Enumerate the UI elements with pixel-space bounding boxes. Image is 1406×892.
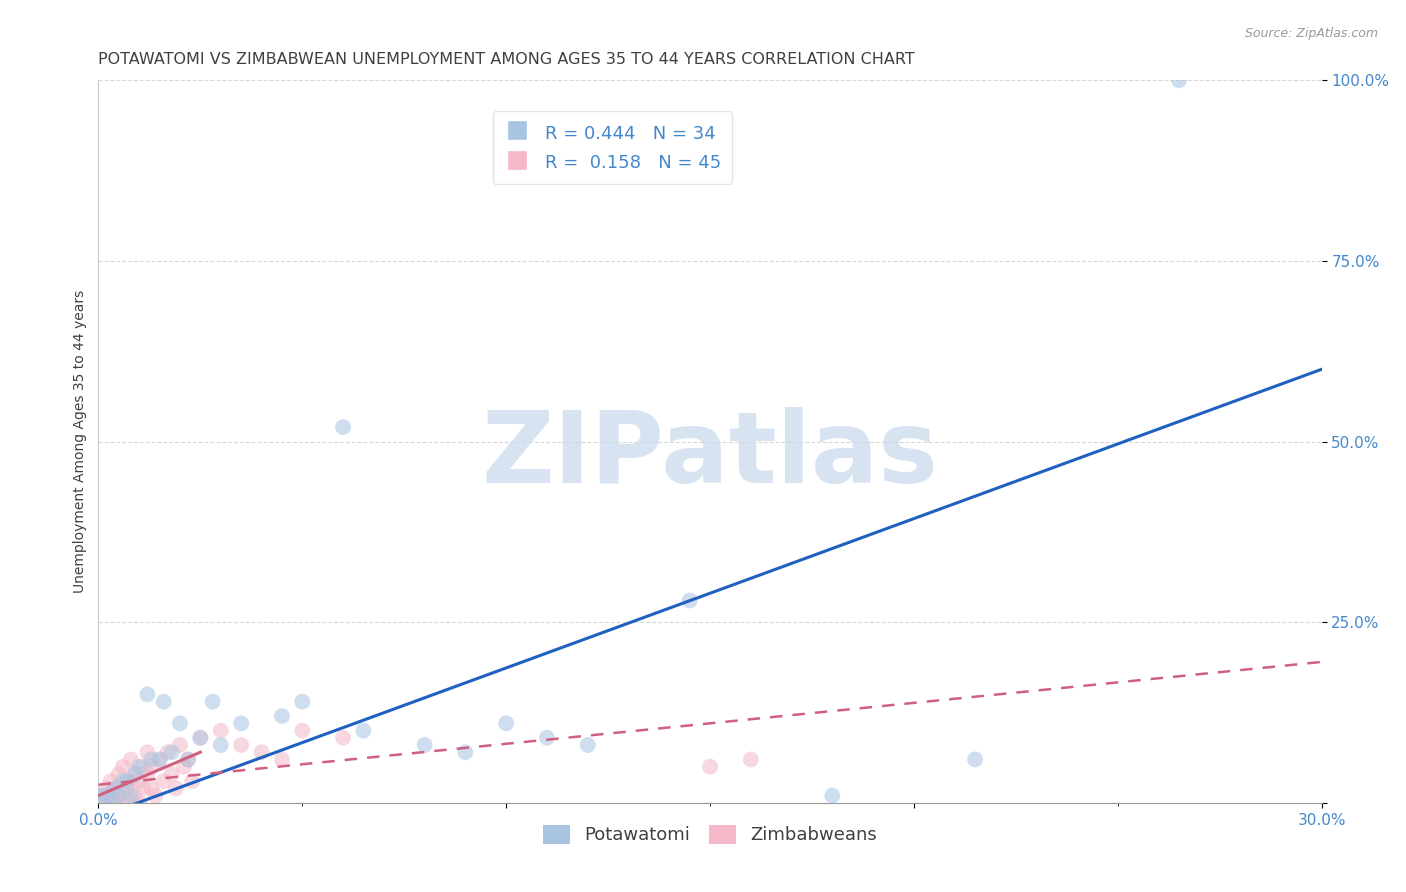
Point — [104, 781, 127, 796]
Point — [231, 738, 253, 752]
Point — [250, 745, 273, 759]
Point — [128, 796, 150, 810]
Point — [536, 731, 558, 745]
Point — [1167, 73, 1189, 87]
Point — [821, 789, 844, 803]
Point — [100, 796, 122, 810]
Point — [91, 789, 114, 803]
Point — [177, 752, 200, 766]
Point — [332, 731, 354, 745]
Point — [169, 716, 191, 731]
Point — [100, 774, 122, 789]
Y-axis label: Unemployment Among Ages 35 to 44 years: Unemployment Among Ages 35 to 44 years — [73, 290, 87, 593]
Point — [177, 752, 200, 766]
Point — [270, 709, 294, 723]
Point — [188, 731, 212, 745]
Point — [291, 695, 314, 709]
Text: Source: ZipAtlas.com: Source: ZipAtlas.com — [1244, 27, 1378, 40]
Point — [169, 738, 191, 752]
Point — [454, 745, 477, 759]
Point — [115, 789, 138, 803]
Point — [181, 774, 204, 789]
Point — [91, 789, 114, 803]
Point — [136, 767, 159, 781]
Point — [156, 745, 179, 759]
Point — [576, 738, 599, 752]
Point — [111, 774, 134, 789]
Point — [699, 760, 721, 774]
Point — [209, 738, 232, 752]
Point — [100, 789, 122, 803]
Point — [132, 781, 155, 796]
Point — [160, 745, 183, 759]
Point — [495, 716, 517, 731]
Point — [740, 752, 762, 766]
Point — [141, 760, 163, 774]
Point — [352, 723, 374, 738]
Point — [165, 781, 187, 796]
Point — [128, 760, 150, 774]
Point — [270, 752, 294, 766]
Point — [141, 752, 163, 766]
Point — [141, 781, 163, 796]
Point — [120, 789, 142, 803]
Point — [173, 760, 195, 774]
Point — [149, 752, 172, 766]
Point — [188, 731, 212, 745]
Point — [152, 695, 174, 709]
Point — [96, 781, 118, 796]
Point — [413, 738, 436, 752]
Point — [96, 796, 118, 810]
Point — [104, 781, 127, 796]
Point — [128, 774, 150, 789]
Point — [136, 687, 159, 701]
Point — [115, 774, 138, 789]
Point — [291, 723, 314, 738]
Point — [108, 789, 131, 803]
Point — [124, 767, 146, 781]
Point — [201, 695, 224, 709]
Point — [115, 781, 138, 796]
Point — [120, 752, 142, 766]
Point — [111, 796, 134, 810]
Point — [108, 767, 131, 781]
Point — [124, 767, 146, 781]
Text: ZIPatlas: ZIPatlas — [482, 408, 938, 505]
Point — [108, 789, 131, 803]
Point — [132, 760, 155, 774]
Text: POTAWATOMI VS ZIMBABWEAN UNEMPLOYMENT AMONG AGES 35 TO 44 YEARS CORRELATION CHAR: POTAWATOMI VS ZIMBABWEAN UNEMPLOYMENT AM… — [98, 52, 915, 67]
Point — [96, 789, 118, 803]
Point — [152, 774, 174, 789]
Point — [332, 420, 354, 434]
Point — [160, 767, 183, 781]
Point — [120, 774, 142, 789]
Point — [149, 752, 172, 766]
Legend: R = 0.444   N = 34, R =  0.158   N = 45: R = 0.444 N = 34, R = 0.158 N = 45 — [492, 111, 733, 184]
Point — [136, 745, 159, 759]
Point — [231, 716, 253, 731]
Point — [209, 723, 232, 738]
Point — [104, 796, 127, 810]
Point — [679, 593, 702, 607]
Point — [111, 760, 134, 774]
Point — [965, 752, 987, 766]
Point — [124, 789, 146, 803]
Point — [145, 789, 167, 803]
Point — [91, 796, 114, 810]
